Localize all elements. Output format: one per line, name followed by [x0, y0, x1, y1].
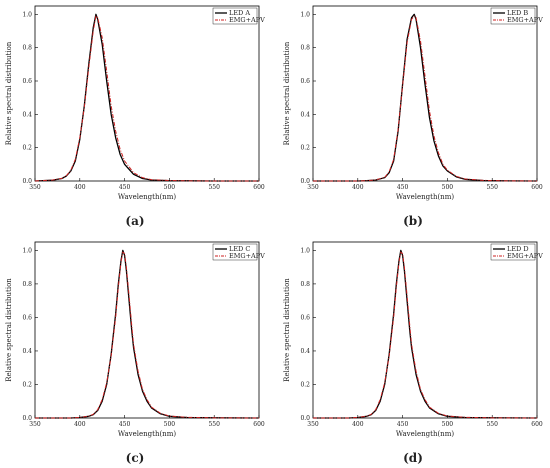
y-tick-label: 0.6 — [22, 78, 32, 85]
y-axis-label: Relative spectral distribution — [5, 278, 13, 382]
fitted-spectrum-line — [35, 251, 260, 419]
y-tick-label: 0.8 — [300, 281, 310, 288]
y-tick-label: 0.2 — [22, 145, 32, 152]
x-axis-label: Wavelength(nm) — [118, 193, 176, 201]
legend-entry: EMG+APV — [229, 252, 265, 260]
y-axis-label: Relative spectral distribution — [283, 41, 291, 145]
y-tick-label: 0.8 — [22, 45, 32, 52]
y-tick-label: 1.0 — [300, 247, 310, 254]
x-tick-label: 400 — [352, 184, 364, 191]
panel-label: (c) — [126, 451, 145, 465]
y-tick-label: 0.2 — [300, 145, 310, 152]
y-tick-label: 0.4 — [22, 348, 32, 355]
y-tick-label: 0.6 — [22, 314, 32, 321]
measured-spectrum-line — [313, 13, 538, 182]
x-tick-label: 600 — [531, 421, 543, 428]
x-tick-label: 550 — [208, 184, 220, 191]
legend-entry: EMG+APV — [229, 16, 265, 24]
x-tick-label: 450 — [397, 184, 409, 191]
y-tick-label: 1.0 — [22, 247, 32, 254]
panel-label: (a) — [125, 214, 144, 228]
plot-frame — [34, 241, 260, 419]
y-tick-label: 1.0 — [300, 11, 310, 18]
fitted-spectrum-line — [313, 15, 538, 182]
legend-entry: EMG+APV — [507, 16, 543, 24]
y-tick-label: 0.8 — [22, 281, 32, 288]
measured-spectrum-line — [35, 249, 260, 419]
x-tick-label: 350 — [307, 184, 319, 191]
x-tick-label: 450 — [397, 421, 409, 428]
y-tick-label: 0.0 — [300, 178, 310, 185]
y-axis-label: Relative spectral distribution — [283, 278, 291, 382]
y-tick-label: 0.6 — [300, 314, 310, 321]
plot-frame — [34, 5, 260, 182]
x-tick-label: 500 — [164, 184, 176, 191]
x-tick-label: 350 — [307, 421, 319, 428]
x-tick-label: 500 — [164, 421, 176, 428]
legend-entry: LED D — [507, 245, 529, 253]
x-tick-label: 600 — [531, 184, 543, 191]
y-tick-label: 0.6 — [300, 78, 310, 85]
y-tick-label: 1.0 — [22, 11, 32, 18]
fitted-spectrum-line — [313, 251, 538, 419]
x-axis-label: Wavelength(nm) — [396, 430, 454, 438]
y-axis-label: Relative spectral distribution — [5, 41, 13, 145]
x-tick-label: 400 — [74, 184, 86, 191]
y-tick-label: 0.4 — [300, 111, 310, 118]
x-tick-label: 350 — [29, 184, 41, 191]
x-tick-label: 600 — [253, 184, 265, 191]
y-tick-label: 0.8 — [300, 45, 310, 52]
plot-frame — [312, 5, 538, 182]
chart-panel: 350 400 450 500 550 600 0.0 0.2 0.4 0.6 0.8 1.0 Wave… — [5, 5, 265, 228]
x-tick-label: 450 — [119, 421, 131, 428]
y-tick-label: 0.2 — [22, 381, 32, 388]
chart-panel: 350 400 450 500 550 600 0.0 0.2 0.4 0.6 0.8 1.0 Wave… — [283, 241, 543, 465]
panel-label: (b) — [403, 214, 423, 228]
plot-frame — [312, 241, 538, 419]
panel-label: (d) — [403, 451, 423, 465]
y-tick-label: 0.4 — [22, 111, 32, 118]
chart-panel: 350 400 450 500 550 600 0.0 0.2 0.4 0.6 0.8 1.0 Wave… — [5, 241, 265, 465]
x-tick-label: 450 — [119, 184, 131, 191]
y-tick-label: 0.0 — [22, 178, 32, 185]
measured-spectrum-line — [34, 13, 259, 182]
x-tick-label: 550 — [486, 421, 498, 428]
legend-entry: LED C — [229, 245, 250, 253]
legend-entry: LED A — [229, 9, 250, 17]
x-tick-label: 500 — [442, 421, 454, 428]
x-tick-label: 400 — [352, 421, 364, 428]
chart-panel: 350 400 450 500 550 600 0.0 0.2 0.4 0.6 0.8 1.0 Wave… — [283, 5, 543, 228]
measured-spectrum-line — [313, 249, 538, 419]
y-tick-label: 0.2 — [300, 381, 310, 388]
x-tick-label: 500 — [442, 184, 454, 191]
legend-entry: EMG+APV — [507, 252, 543, 260]
x-tick-label: 350 — [29, 421, 41, 428]
y-tick-label: 0.4 — [300, 348, 310, 355]
fitted-spectrum-line — [34, 15, 259, 182]
x-axis-label: Wavelength(nm) — [118, 430, 176, 438]
x-axis-label: Wavelength(nm) — [396, 193, 454, 201]
x-tick-label: 550 — [486, 184, 498, 191]
y-tick-label: 0.0 — [300, 415, 310, 422]
x-tick-label: 600 — [253, 421, 265, 428]
legend-entry: LED B — [507, 9, 528, 17]
x-tick-label: 550 — [208, 421, 220, 428]
x-tick-label: 400 — [74, 421, 86, 428]
y-tick-label: 0.0 — [22, 415, 32, 422]
